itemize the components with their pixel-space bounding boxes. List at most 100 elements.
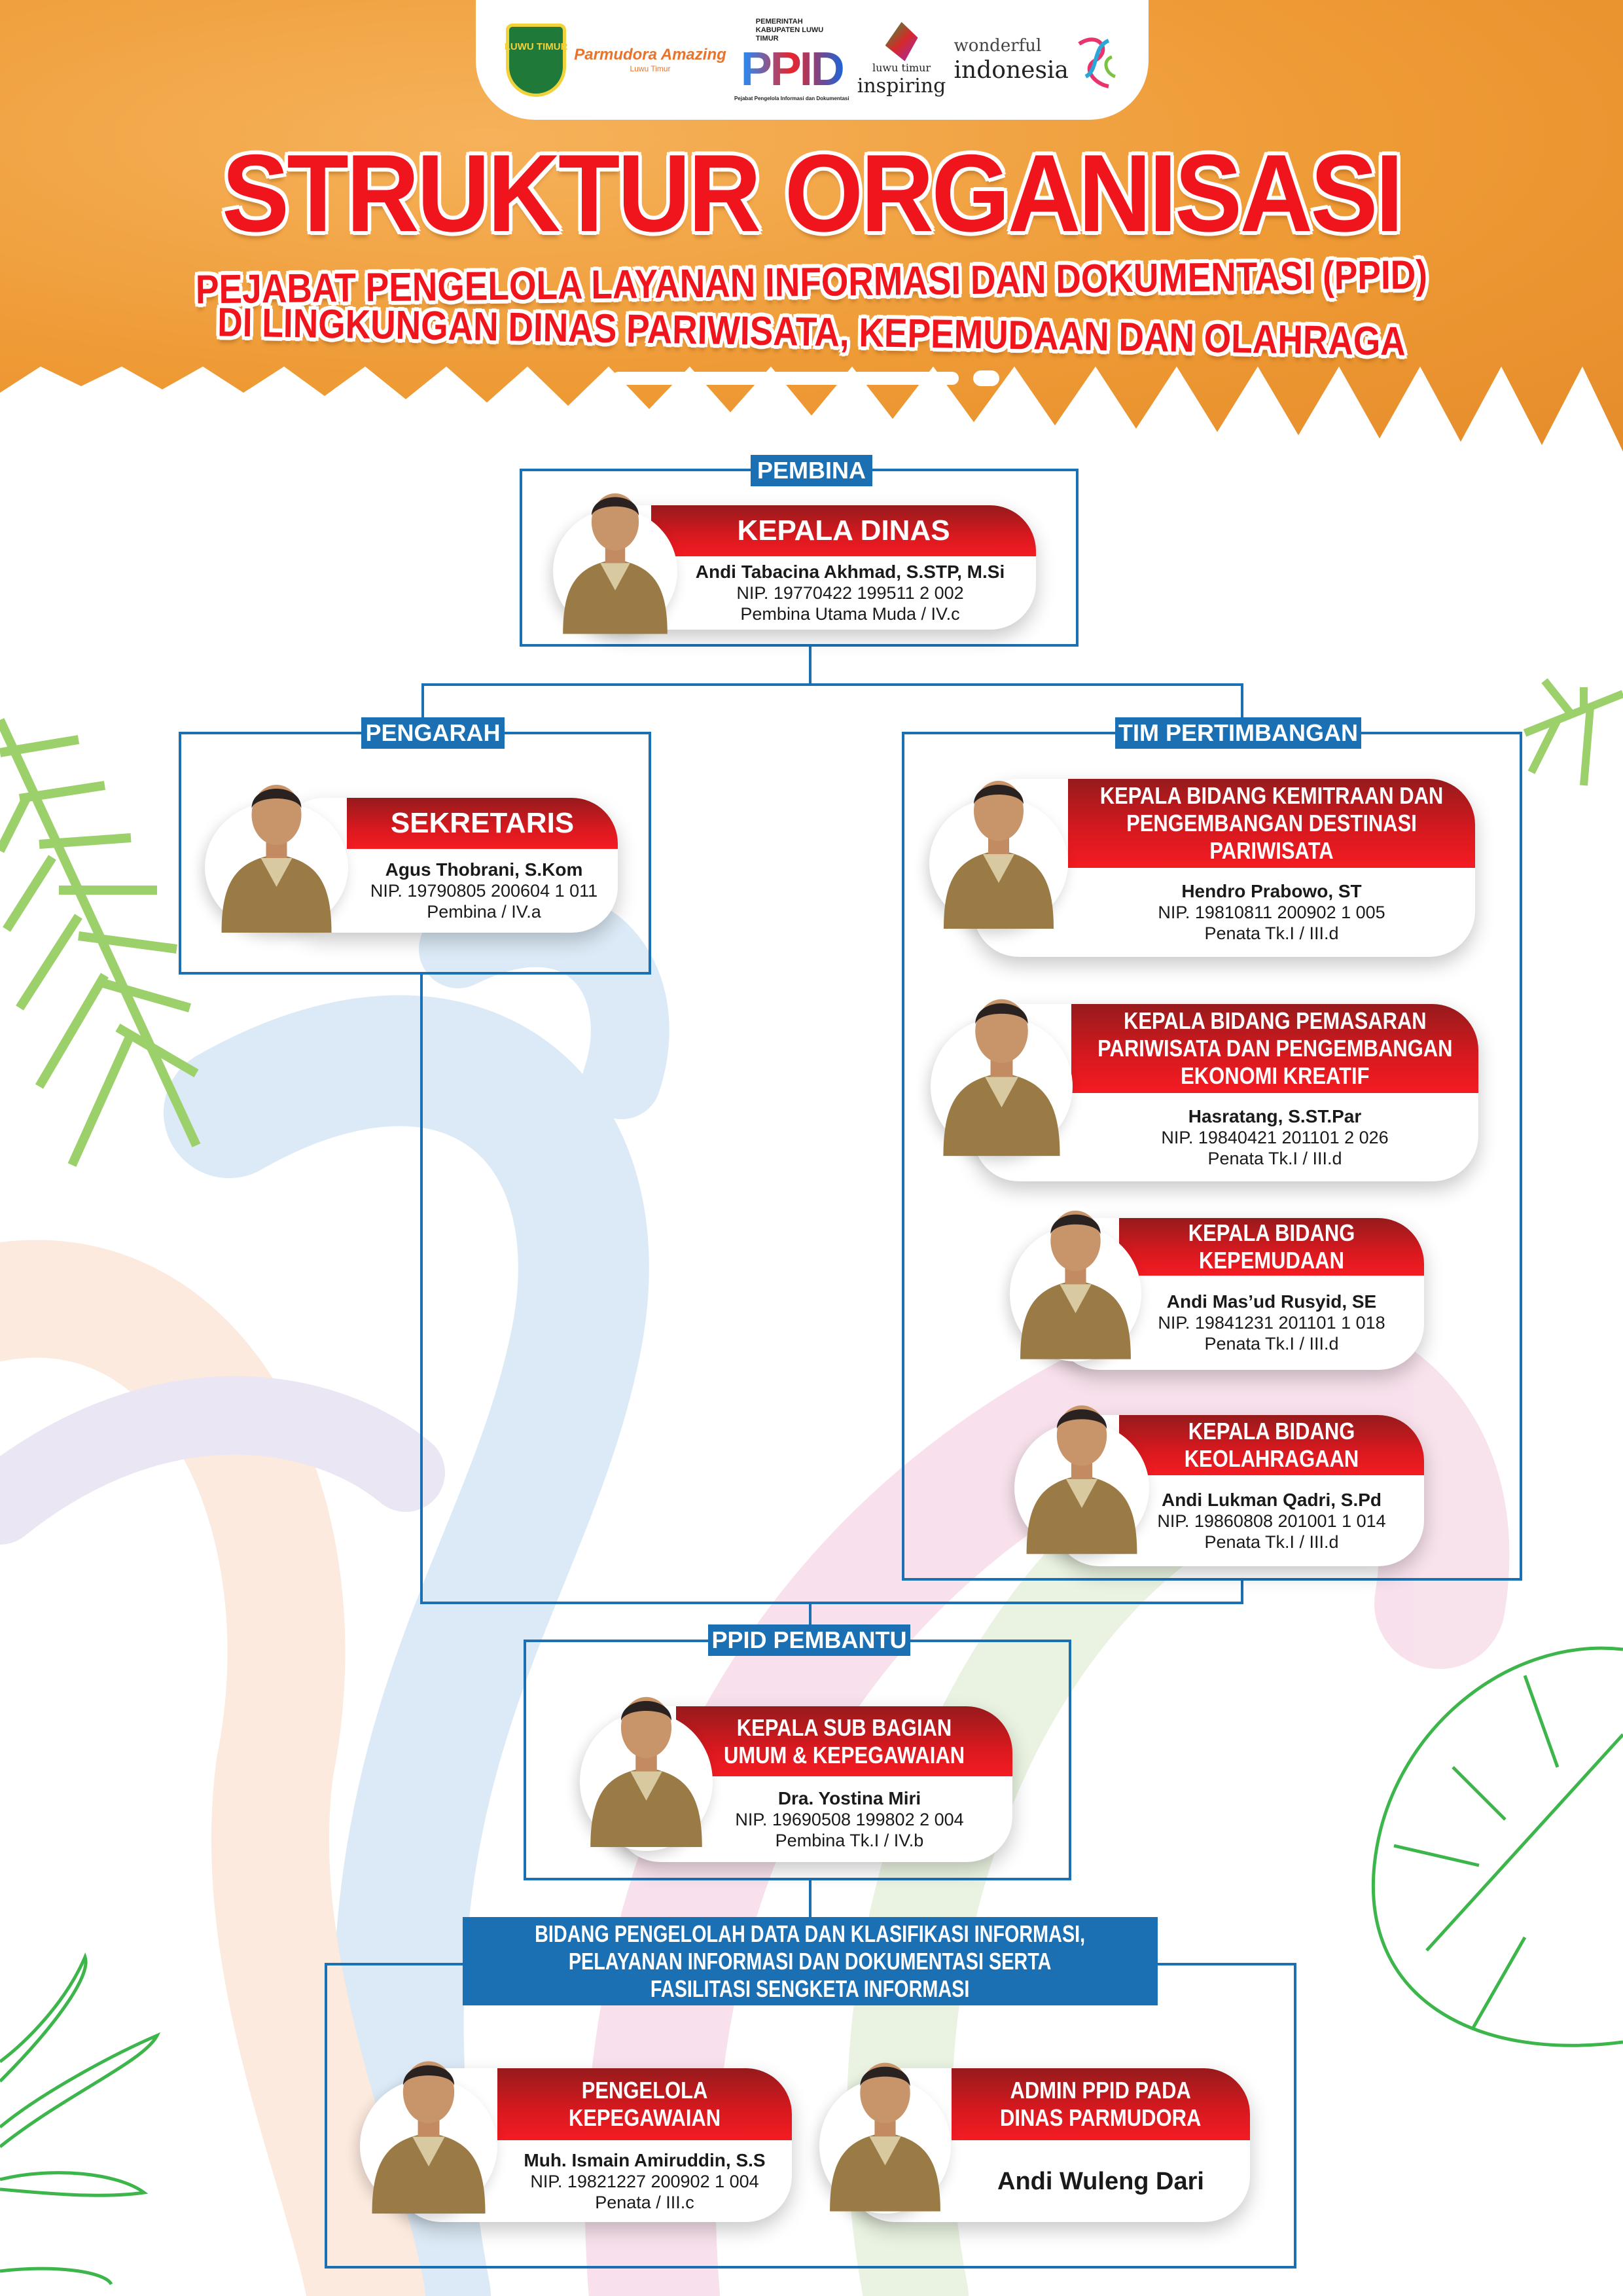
member-nip: NIP. 19770422 199511 2 002 [736,583,964,603]
person-photo-icon [205,756,348,933]
member-card-sekretaris: SEKRETARIS Agus Thobrani, S.Kom NIP. 197… [205,798,618,933]
connector-line [809,1880,812,1918]
luwu-mark-icon [885,22,918,62]
position-title: KEPALA BIDANG KEOLAHRAGAAN [1184,1418,1359,1472]
wonderful-indonesia-logo: wonderful indonesia [954,31,1118,90]
member-name: Dra. Yostina Miri [777,1787,921,1808]
member-photo [553,509,677,634]
member-rank: Pembina Utama Muda / IV.c [740,604,960,624]
palm-leaf-right [1523,678,1623,786]
monstera-leaf-outline [1372,1646,1623,2047]
member-nip: NIP. 19790805 200604 1 011 [370,881,598,901]
member-card-kabid-kemitraan: KEPALA BIDANG KEMITRAAN DAN PENGEMBANGAN… [929,779,1475,957]
member-card-kasubag-umum: KEPALA SUB BAGIAN UMUM & KEPEGAWAIAN Dra… [580,1706,1012,1862]
member-photo [1010,1227,1141,1361]
member-nip: NIP. 19841231 201101 1 018 [1158,1313,1385,1333]
member-rank: Penata Tk.I / III.d [1207,1148,1342,1168]
position-title-box: KEPALA SUB BAGIAN UMUM & KEPEGAWAIAN [676,1706,1012,1776]
member-info: Andi Wuleng Dari [952,2140,1250,2222]
person-photo-icon [1010,1179,1141,1361]
connector-line [421,683,424,733]
member-rank: Penata / III.c [595,2192,694,2212]
member-photo [819,2079,951,2214]
member-rank: Penata Tk.I / III.d [1204,924,1339,943]
member-name: Muh. Ismain Amiruddin, S.S [524,2149,766,2170]
connector-line [421,683,1243,686]
decorative-dash [612,372,959,385]
position-title-box: KEPALA BIDANG KEMITRAAN DAN PENGEMBANGAN… [1068,779,1475,868]
member-card-pengelola-kepegawaian: PENGELOLA KEPEGAWAIAN Muh. Ismain Amirud… [360,2068,792,2222]
member-photo [929,798,1068,929]
member-rank: Penata Tk.I / III.d [1204,1334,1339,1354]
member-nip: NIP. 19840421 201101 2 026 [1161,1127,1389,1147]
position-title: KEPALA BIDANG PEMASARAN PARIWISATA DAN P… [1097,1007,1453,1089]
member-nip: NIP. 19821227 200902 1 004 [530,2171,759,2191]
leaf-outline-bottom-left [0,1952,161,2286]
member-name: Agus Thobrani, S.Kom [385,859,583,880]
logo-bar: LUWU TIMUR Parmudora Amazing Luwu Timur P… [476,0,1149,120]
luwu-timur-inspiring-logo: luwu timur inspiring [857,22,946,98]
member-card-kabid-keolahragaan: KEPALA BIDANG KEOLAHRAGAAN Andi Lukman Q… [1014,1415,1424,1566]
parmudora-text: Parmudora Amazing [574,45,726,63]
member-info: Dra. Yostina Miri NIP. 19690508 199802 2… [687,1776,1012,1862]
ppid-pembantu-label: PPID PEMBANTU [708,1624,910,1656]
crest-text: LUWU TIMUR [504,41,568,52]
garuda-swirl-icon [1078,37,1116,88]
connector-line [1241,1579,1243,1604]
connector-line [420,975,423,1604]
member-info: Muh. Ismain Amiruddin, S.S NIP. 19821227… [497,2140,792,2222]
member-card-kabid-pemasaran: KEPALA BIDANG PEMASARAN PARIWISATA DAN P… [931,1004,1478,1181]
luwu-timur-crest-logo: LUWU TIMUR [504,23,568,97]
person-photo-icon [553,466,677,634]
member-card-kabid-kepemudaan: KEPALA BIDANG KEPEMUDAAN Andi Mas’ud Rus… [1010,1218,1424,1370]
parmudora-sub: Luwu Timur [630,64,671,74]
member-nip: NIP. 19690508 199802 2 004 [735,1809,964,1829]
connector-line [809,647,812,686]
member-info: Agus Thobrani, S.Kom NIP. 19790805 20060… [350,849,618,933]
member-photo [1014,1422,1149,1554]
position-title: KEPALA BIDANG KEMITRAAN DAN PENGEMBANGAN… [1099,782,1444,864]
connector-line [420,1602,1243,1604]
member-card-admin-ppid: ADMIN PPID PADA DINAS PARMUDORA Andi Wul… [819,2068,1250,2222]
person-photo-icon [1014,1376,1149,1554]
position-title-box: KEPALA BIDANG KEPEMUDAAN [1119,1218,1424,1276]
member-rank: Penata Tk.I / III.d [1204,1532,1339,1552]
position-title: KEPALA DINAS [651,505,1036,556]
pembina-label: PEMBINA [751,455,872,486]
ppid-logo: PEMERINTAH KABUPATEN LUWU TIMUR PPID Pej… [734,18,849,101]
member-name: Andi Lukman Qadri, S.Pd [1161,1489,1382,1510]
parmudora-amazing-logo: Parmudora Amazing Luwu Timur [574,46,726,75]
member-card-kepala-dinas: KEPALA DINAS Andi Tabacina Akhmad, S.STP… [553,505,1036,634]
member-name: Hendro Prabowo, ST [1181,881,1362,901]
ppid-sub-text: Pejabat Pengelola Informasi dan Dokument… [734,96,849,102]
connector-line [809,1602,812,1641]
member-rank: Pembina / IV.a [427,902,541,922]
position-title: SEKRETARIS [347,798,618,849]
indonesia-text: indonesia [954,56,1069,84]
member-name: Hasratang, S.ST.Par [1188,1105,1362,1126]
person-photo-icon [929,752,1068,929]
palm-leaf-left [0,718,201,1167]
position-title: KEPALA SUB BAGIAN UMUM & KEPEGAWAIAN [723,1713,965,1768]
wonderful-text: wonderful [954,35,1042,56]
member-info: Andi Tabacina Akhmad, S.STP, M.Si NIP. 1… [664,556,1036,630]
position-title-box: ADMIN PPID PADA DINAS PARMUDORA [952,2068,1250,2140]
member-nip: NIP. 19810811 200902 1 005 [1158,903,1385,922]
member-rank: Pembina Tk.I / IV.b [775,1830,924,1850]
luwu-text: luwu timur [872,61,931,74]
member-info: Andi Mas’ud Rusyid, SE NIP. 19841231 201… [1119,1276,1424,1370]
member-photo [580,1712,713,1851]
person-photo-icon [931,969,1073,1156]
member-name: Andi Mas’ud Rusyid, SE [1166,1291,1377,1312]
bidang-data-label-box: BIDANG PENGELOLAH DATA DAN KLASIFIKASI I… [463,1917,1158,2005]
ppid-main-text: PPID [740,43,845,96]
decorative-dot [973,370,999,386]
bidang-data-label: BIDANG PENGELOLAH DATA DAN KLASIFIKASI I… [535,1920,1086,2002]
position-title-box: KEPALA BIDANG PEMASARAN PARIWISATA DAN P… [1071,1004,1478,1093]
position-title: ADMIN PPID PADA DINAS PARMUDORA [1000,2077,1202,2131]
member-photo [931,1017,1073,1156]
member-nip: NIP. 19860808 201001 1 014 [1157,1511,1386,1531]
person-photo-icon [580,1664,713,1851]
tim-pertimbangan-label: TIM PERTIMBANGAN [1115,717,1361,749]
member-info: Hasratang, S.ST.Par NIP. 19840421 201101… [1071,1093,1478,1181]
